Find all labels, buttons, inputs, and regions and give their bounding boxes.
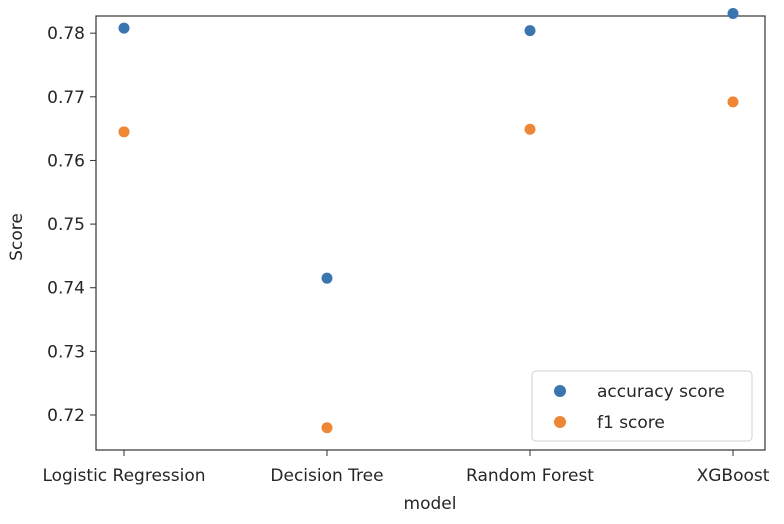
y-tick-label: 0.76 (47, 151, 85, 171)
legend-marker-accuracy-score (554, 385, 566, 397)
data-point-accuracy-score-logistic-regression (118, 22, 130, 34)
x-tick-label: Logistic Regression (42, 466, 205, 486)
y-axis: 0.72 0.73 0.74 0.75 0.76 0.77 0.78 (47, 24, 96, 426)
y-tick-label: 0.75 (47, 215, 85, 235)
legend-box (531, 370, 753, 442)
x-tick-label: Decision Tree (270, 466, 383, 486)
data-point-accuracy-score-decision-tree (321, 272, 333, 284)
legend-label-f1-score: f1 score (597, 413, 665, 433)
x-tick-label: XGBoost (697, 466, 770, 486)
data-point-accuracy-score-xgboost (727, 7, 739, 19)
x-axis-title: model (404, 494, 457, 514)
data-point-f1-score-xgboost (727, 96, 739, 108)
data-point-f1-score-random-forest (524, 123, 536, 135)
x-tick-label: Random Forest (466, 466, 594, 486)
data-point-f1-score-logistic-regression (118, 126, 130, 138)
legend-label-accuracy-score: accuracy score (597, 382, 725, 402)
x-axis: Logistic Regression Decision Tree Random F… (42, 450, 770, 486)
legend: accuracy score f1 score (531, 370, 753, 442)
y-axis-title: Score (7, 213, 27, 261)
y-tick-label: 0.72 (47, 406, 85, 426)
y-tick-label: 0.74 (47, 279, 85, 299)
data-point-f1-score-decision-tree (321, 422, 333, 434)
data-points (118, 7, 739, 434)
y-tick-label: 0.78 (47, 24, 85, 44)
y-tick-label: 0.77 (47, 88, 85, 108)
legend-marker-f1-score (554, 416, 566, 428)
y-tick-label: 0.73 (47, 342, 85, 362)
data-point-accuracy-score-random-forest (524, 25, 536, 37)
